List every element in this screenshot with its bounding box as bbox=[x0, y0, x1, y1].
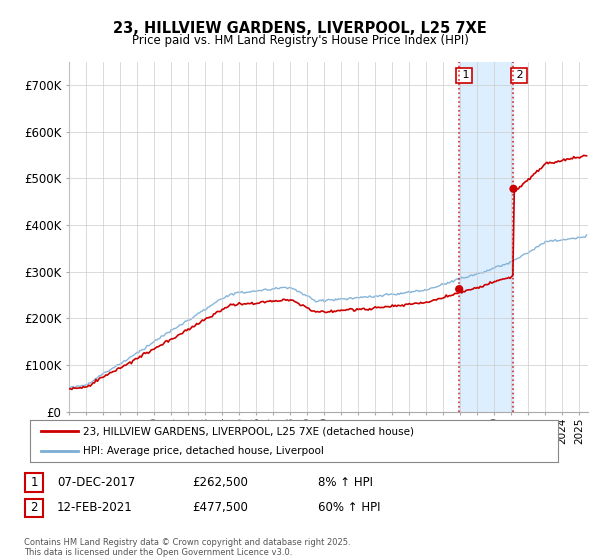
Text: 07-DEC-2017: 07-DEC-2017 bbox=[57, 476, 135, 489]
Text: Price paid vs. HM Land Registry's House Price Index (HPI): Price paid vs. HM Land Registry's House … bbox=[131, 34, 469, 46]
Bar bbox=[459, 62, 514, 412]
Text: HPI: Average price, detached house, Liverpool: HPI: Average price, detached house, Live… bbox=[83, 446, 323, 456]
Text: 60% ↑ HPI: 60% ↑ HPI bbox=[318, 501, 380, 515]
Text: £262,500: £262,500 bbox=[192, 476, 248, 489]
Text: 23, HILLVIEW GARDENS, LIVERPOOL, L25 7XE: 23, HILLVIEW GARDENS, LIVERPOOL, L25 7XE bbox=[113, 21, 487, 36]
Text: 23, HILLVIEW GARDENS, LIVERPOOL, L25 7XE (detached house): 23, HILLVIEW GARDENS, LIVERPOOL, L25 7XE… bbox=[83, 426, 414, 436]
Text: 12-FEB-2021: 12-FEB-2021 bbox=[57, 501, 133, 515]
Text: 2: 2 bbox=[514, 71, 524, 80]
Text: 8% ↑ HPI: 8% ↑ HPI bbox=[318, 476, 373, 489]
Text: 1: 1 bbox=[459, 71, 470, 80]
Text: Contains HM Land Registry data © Crown copyright and database right 2025.
This d: Contains HM Land Registry data © Crown c… bbox=[24, 538, 350, 557]
Point bbox=[454, 284, 464, 293]
Text: 1: 1 bbox=[31, 476, 38, 489]
Text: £477,500: £477,500 bbox=[192, 501, 248, 515]
Text: 2: 2 bbox=[31, 501, 38, 515]
Point bbox=[509, 184, 518, 193]
